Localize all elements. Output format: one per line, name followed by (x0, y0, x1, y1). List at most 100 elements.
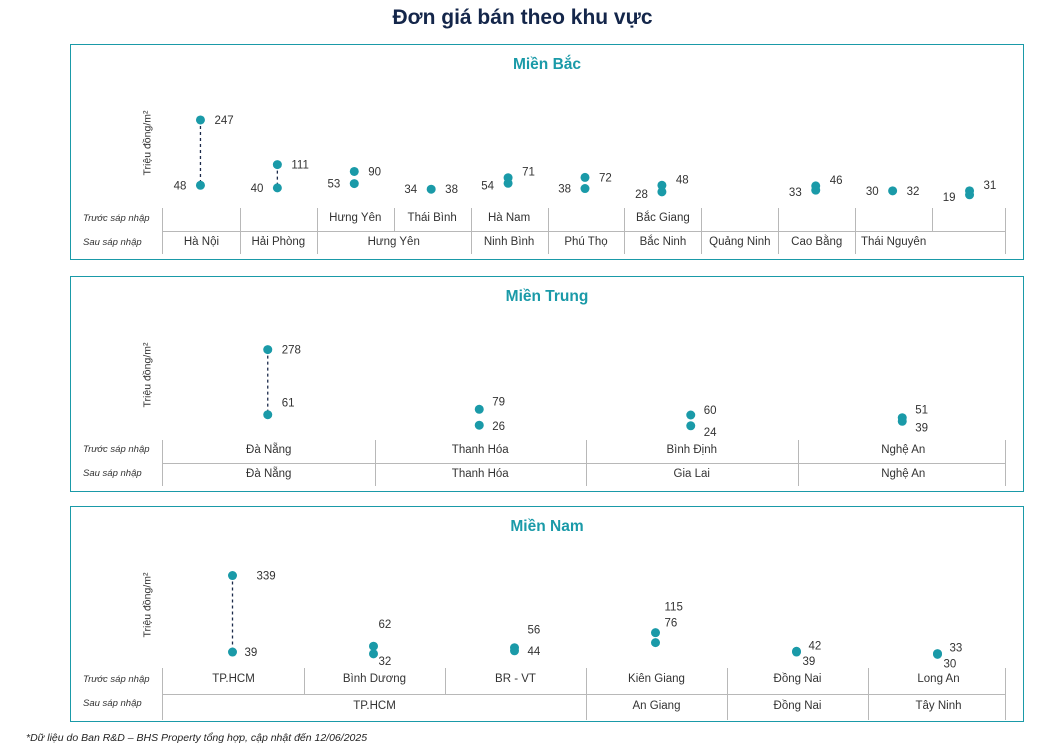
data-label-high: 38 (445, 184, 458, 196)
data-marker-high (474, 404, 484, 414)
category-after-label: Hà Nội (183, 235, 220, 248)
data-label-high: 79 (492, 396, 505, 408)
panel-title: Miền Nam (510, 518, 584, 535)
category-before-label: Hà Nam (487, 211, 531, 224)
data-marker-low (651, 638, 660, 648)
table-divider (393, 208, 395, 231)
row-label-before: Trước sáp nhập (83, 674, 150, 685)
data-marker-low (657, 187, 667, 197)
data-marker-low (811, 185, 821, 195)
panel-title: Miền Trung (505, 288, 589, 305)
category-before-label: TP.HCM (212, 673, 255, 685)
data-label-low: 39 (245, 647, 258, 659)
data-point-pair: 34 38 (404, 184, 458, 196)
data-point-pair: 54 71 (481, 167, 535, 193)
data-label-low: 44 (528, 646, 541, 658)
data-point-pair: 30 32 (866, 186, 920, 198)
table-divider (727, 694, 728, 720)
chart-panel-mien-nam: Miền Nam Triệu đồng/m² Trước sáp nhập Sa… (70, 506, 1024, 722)
table-divider (868, 694, 869, 720)
category-before-label: Thanh Hóa (451, 443, 509, 456)
table-divider (586, 463, 587, 486)
category-after-label: Ninh Bình (483, 235, 535, 248)
data-point-pair: 28 48 (635, 174, 689, 201)
table-divider (374, 440, 376, 463)
table-divider (778, 208, 780, 231)
data-label-low: 24 (704, 427, 717, 439)
category-after-label: Tây Ninh (915, 700, 962, 712)
data-label-low: 26 (492, 421, 505, 433)
data-point-pair: 44 56 (510, 625, 541, 658)
data-label-low: 38 (558, 184, 571, 196)
data-marker-high (195, 115, 205, 125)
data-label-low: 61 (282, 398, 295, 410)
table-divider (855, 208, 857, 231)
row-label-after: Sau sáp nhập (83, 468, 142, 479)
data-label-low: 53 (327, 179, 340, 191)
category-after-label: Hải Phòng (251, 235, 306, 248)
table-divider (624, 208, 626, 231)
data-label-high: 339 (257, 571, 276, 583)
data-marker-low (369, 649, 378, 659)
table-divider (470, 231, 472, 254)
category-after-label: Cao Bằng (791, 235, 843, 248)
table-divider (304, 668, 305, 694)
data-point-pair: 32 62 (369, 619, 391, 668)
table-divider (374, 463, 376, 486)
category-before-label: Nghệ An (881, 443, 926, 456)
table-divider (797, 463, 799, 486)
data-label-low: 39 (915, 422, 928, 434)
table-divider (855, 231, 857, 254)
table-divider (547, 231, 549, 254)
data-marker (888, 186, 898, 196)
data-label-high: 60 (704, 405, 717, 417)
data-label-high: 33 (950, 643, 963, 655)
data-marker-low (228, 647, 237, 657)
category-after-label: Quảng Ninh (709, 235, 771, 248)
table-divider (586, 668, 587, 694)
data-point-pair: 53 90 (327, 166, 381, 190)
table-divider (316, 231, 318, 254)
plot-area: 48 247 40 111 53 90 34 38 54 71 38 72 28 48 33 46 30 32 19… (174, 115, 997, 204)
table-divider (163, 694, 1005, 695)
data-label-high: 247 (214, 115, 233, 127)
table-divider (163, 463, 1005, 464)
data-marker-low (510, 646, 519, 656)
category-after-label: Thái Nguyên (861, 235, 927, 248)
data-marker-low (349, 179, 359, 189)
table-divider (797, 440, 799, 463)
data-marker-low (933, 649, 942, 659)
category-after-label: Thanh Hóa (451, 467, 509, 480)
data-label-low: 40 (251, 183, 264, 195)
table-divider (868, 668, 869, 694)
data-marker-low (272, 183, 282, 193)
table-divider (239, 231, 241, 254)
data-marker-high (657, 180, 667, 190)
table-divider (239, 208, 241, 231)
table-divider (932, 208, 934, 231)
page-title: Đơn giá bán theo khu vực (392, 6, 653, 29)
data-label-high: 51 (915, 405, 928, 417)
data-marker-high (686, 410, 696, 420)
category-table: TP.HCM Bình Dương BR - VT Kiên Giang Đồng Na… (162, 668, 1006, 720)
data-label-low: 34 (404, 184, 417, 196)
data-label-low: 33 (789, 187, 802, 199)
data-point-pair: 39 339 (228, 571, 276, 659)
table-divider (624, 231, 626, 254)
table-divider (701, 208, 703, 231)
data-marker-high (272, 160, 282, 170)
data-marker-low (263, 410, 273, 420)
data-label-high: 115 (665, 602, 683, 614)
table-divider (316, 208, 318, 231)
panel-title: Miền Bắc (512, 56, 582, 73)
data-marker-high (369, 641, 378, 651)
data-marker-low (474, 420, 484, 430)
category-after-label: Gia Lai (673, 467, 710, 480)
data-label-low: 32 (379, 656, 392, 668)
data-label-high: 111 (291, 160, 308, 172)
